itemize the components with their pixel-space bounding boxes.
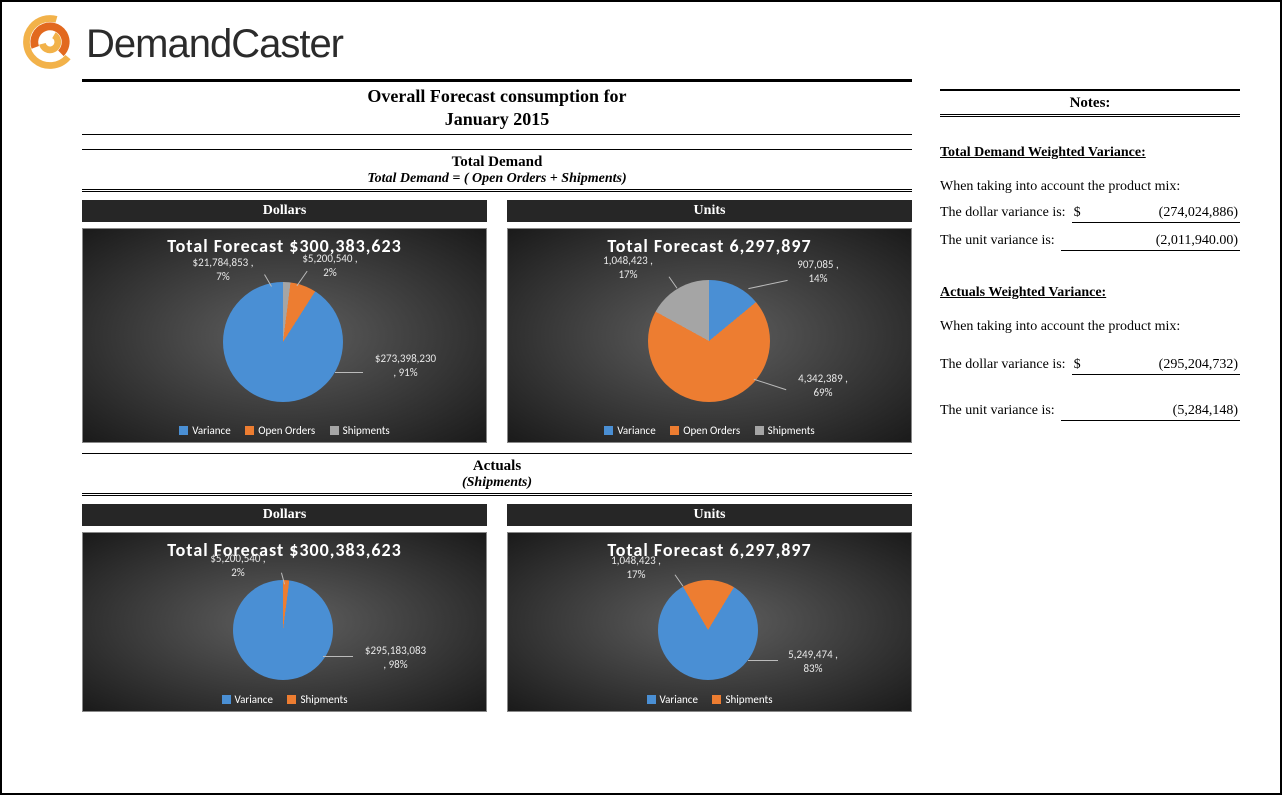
report-title-block: Overall Forecast consumption for January…: [82, 82, 912, 135]
pie-chart: [223, 282, 343, 402]
dollars-header: Dollars: [82, 200, 487, 222]
total-demand-charts: Dollars Total Forecast $300,383,623 $21,…: [82, 200, 912, 443]
notes-header: Notes:: [940, 91, 1240, 114]
product-mix-text: When taking into account the product mix…: [940, 179, 1240, 195]
actuals-weighted-variance-label: Actuals Weighted Variance:: [940, 285, 1240, 301]
pie-chart: [648, 280, 770, 402]
total-demand-formula: Total Demand = ( Open Orders + Shipments…: [82, 171, 912, 192]
units-header: Units: [507, 504, 912, 526]
brand-header: DemandCaster: [2, 2, 1280, 79]
main-column: Overall Forecast consumption for January…: [82, 79, 912, 712]
chart-title: Total Forecast $300,383,623: [83, 533, 486, 561]
report-title-line1: Overall Forecast consumption for: [82, 82, 912, 107]
chart-title: Total Forecast 6,297,897: [508, 229, 911, 257]
td-dollars-chart: Total Forecast $300,383,623 $21,784,853 …: [82, 228, 487, 443]
aw-dollar-variance-row: The dollar variance is: $ (295,204,732): [940, 357, 1240, 375]
callout-variance: $273,398,230, 91%: [358, 352, 453, 380]
chart-title: Total Forecast $300,383,623: [83, 229, 486, 257]
chart-legend: Variance Open Orders Shipments: [508, 424, 911, 438]
callout-variance: 5,249,474 ,83%: [773, 648, 853, 676]
actuals-units-chart: Total Forecast 6,297,897 1,048,423 ,17% …: [507, 532, 912, 712]
callout-shipments: 1,048,423 ,17%: [596, 554, 676, 582]
td-dollar-variance-value: $ (274,024,886): [1072, 205, 1240, 223]
callout-variance: $295,183,083, 98%: [348, 644, 443, 672]
td-unit-variance-row: The unit variance is: (2,011,940.00): [940, 233, 1240, 251]
td-weighted-variance-label: Total Demand Weighted Variance:: [940, 145, 1240, 161]
actuals-title: Actuals: [82, 454, 912, 475]
units-header: Units: [507, 200, 912, 222]
td-dollar-variance-row: The dollar variance is: $ (274,024,886): [940, 205, 1240, 223]
brand-swirl-icon: [22, 14, 86, 75]
callout-open-orders: $21,784,853 ,7%: [178, 256, 268, 284]
actuals-dollars-chart: Total Forecast $300,383,623 $5,200,540 ,…: [82, 532, 487, 712]
aw-unit-variance-row: The unit variance is: (5,284,148): [940, 403, 1240, 421]
chart-legend: Variance Shipments: [508, 693, 911, 707]
notes-column: Notes: Total Demand Weighted Variance: W…: [940, 79, 1240, 712]
actuals-charts: Dollars Total Forecast $300,383,623 $5,2…: [82, 504, 912, 712]
chart-title: Total Forecast 6,297,897: [508, 533, 911, 561]
callout-shipments: 1,048,423 ,17%: [588, 254, 668, 282]
td-units-chart: Total Forecast 6,297,897 1,048,423 ,17% …: [507, 228, 912, 443]
brand-name: DemandCaster: [86, 22, 343, 67]
pie-chart: [658, 580, 758, 680]
td-unit-variance-value: (2,011,940.00): [1061, 233, 1240, 251]
divider: [940, 114, 1240, 117]
product-mix-text-2: When taking into account the product mix…: [940, 319, 1240, 335]
dollars-header: Dollars: [82, 504, 487, 526]
chart-legend: Variance Shipments: [83, 693, 486, 707]
chart-legend: Variance Open Orders Shipments: [83, 424, 486, 438]
pie-chart: [233, 580, 333, 680]
actuals-formula: (Shipments): [82, 475, 912, 496]
callout-variance: 907,085 ,14%: [783, 258, 853, 286]
total-demand-title: Total Demand: [82, 150, 912, 171]
aw-dollar-variance-value: $ (295,204,732): [1072, 357, 1240, 375]
callout-shipments: $5,200,540 ,2%: [198, 552, 278, 580]
report-title-line2: January 2015: [82, 107, 912, 135]
aw-unit-variance-value: (5,284,148): [1061, 403, 1240, 421]
callout-open-orders: 4,342,389 ,69%: [783, 372, 863, 400]
